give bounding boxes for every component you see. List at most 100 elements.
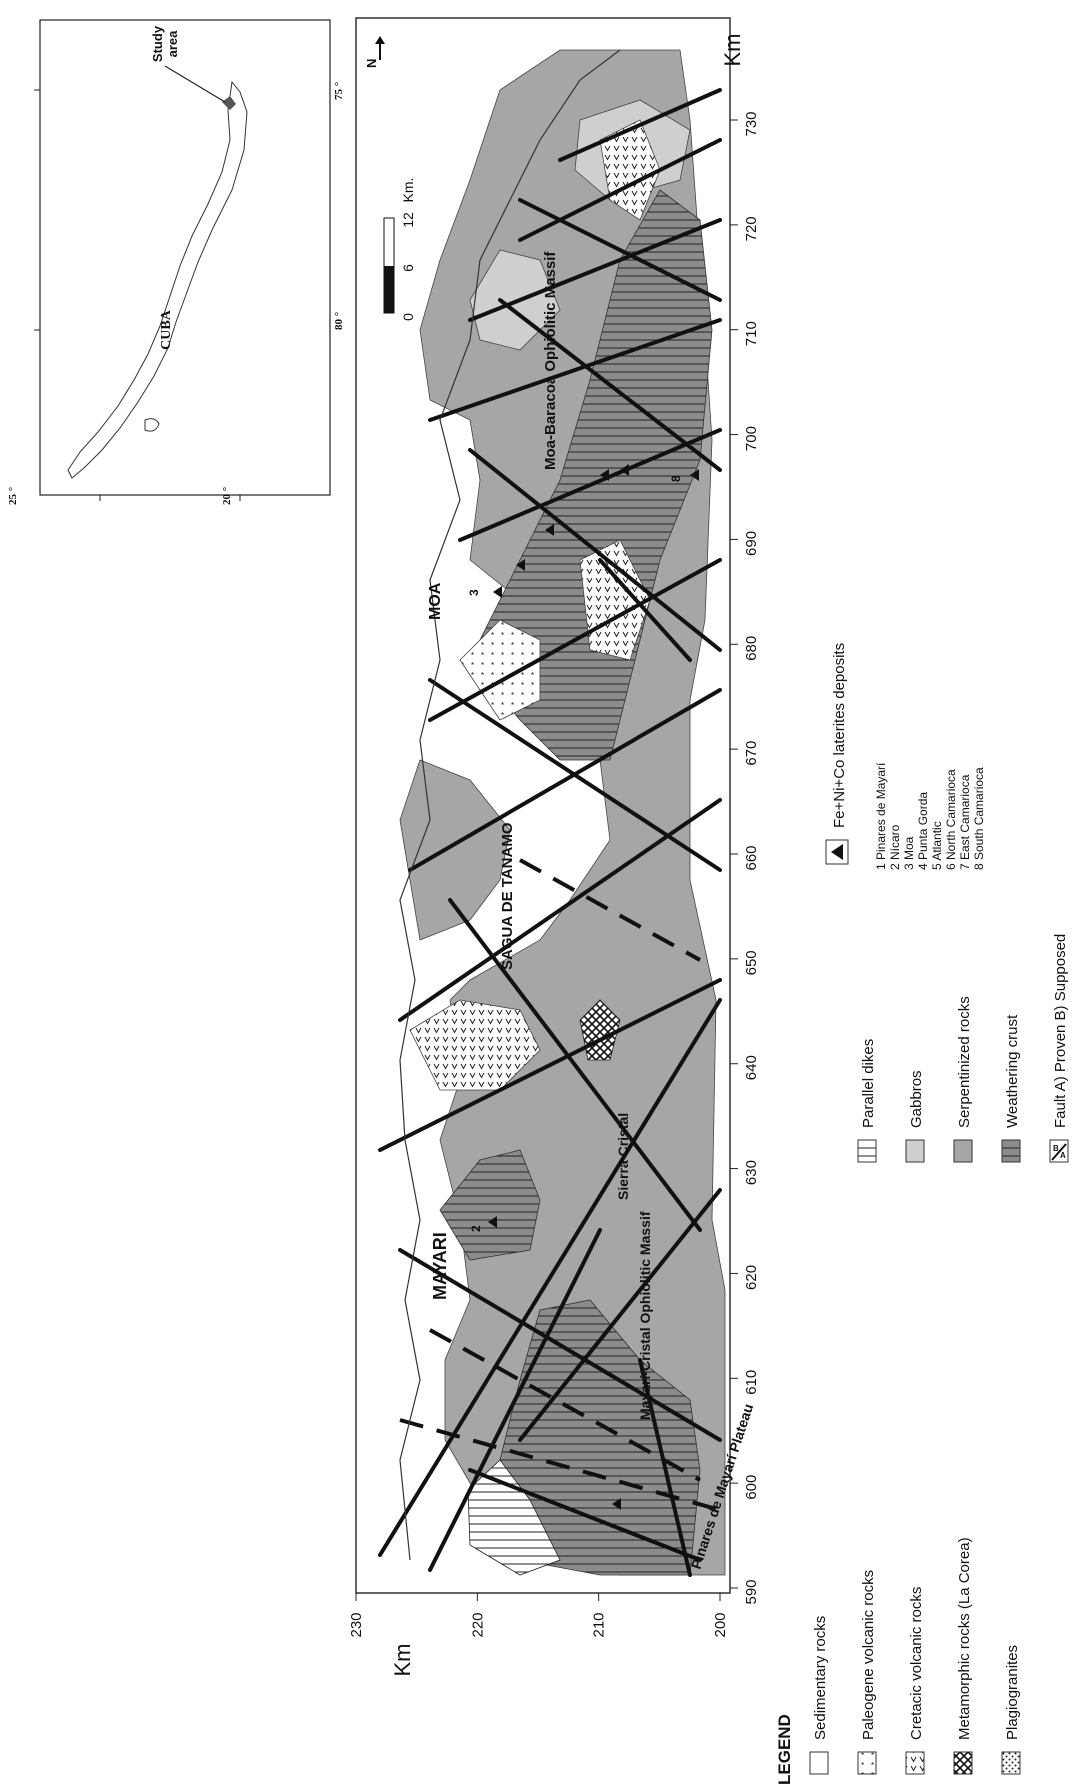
legend-label-plagiogranites: Plagiogranites [1004,1645,1021,1740]
label-moa: MOA [427,582,444,620]
inset-map: Study area CUBA 25 ° 20 ° 80 ° 75 ° [7,19,345,505]
x-tick-label: 630 [743,1160,760,1185]
x-tick-label: 650 [743,950,760,975]
legend-title: LEGEND [775,1714,794,1785]
cretacic-volcanic-east [599,119,661,221]
deposit-label-8: 8 [669,475,683,482]
legend-fault-a: A [1060,1151,1066,1160]
inset-lon-80: 80 ° [333,312,345,330]
legend-label-paleogene: Paleogene volcanic rocks [860,1570,877,1740]
deposit-5-icon [545,524,554,536]
x-axis-unit: Km [720,34,745,67]
deposit-label-3: 3 [467,589,481,596]
label-sagua: SAGUA DE TANAMO [499,822,516,970]
legend: LEGEND Sedimentary rocks Paleogene volca… [775,643,1069,1785]
study-area-marker [222,96,236,110]
legend-deposit-item: 2 Nícaro [888,824,902,870]
x-tick-label: 730 [743,111,760,136]
deposit-label-2: 2 [469,1225,483,1232]
north-label: N [364,59,379,68]
geology-units [399,49,726,1576]
legend-swatch-metamorphic [953,1751,973,1775]
label-mayari-cristal: Mayarí-Cristal Ophiolitic Massif [637,1211,653,1420]
legend-label-gabbros: Gabbros [908,1070,925,1128]
legend-deposit-item: 6 North Camarioca [944,769,958,870]
x-tick-label: 680 [743,636,760,661]
x-tick-label: 710 [743,321,760,346]
serpentinized-unit-north [399,759,511,941]
x-tick-label: 620 [743,1265,760,1290]
deposit-4-icon [516,559,525,571]
scale-unit: Km. [400,178,416,203]
weathering-crust-moa [469,189,713,761]
y-tick-label: 210 [591,1612,608,1637]
cuba-outline [67,80,248,479]
inset-study-label: Study [150,25,165,62]
inset-area-label: area [165,30,180,58]
legend-deposit-item: 8 South Camarioca [972,767,986,870]
deposit-7-icon [620,464,629,476]
north-arrow: N [364,36,385,68]
x-tick-label: 590 [743,1579,760,1604]
label-moa-baracoa: Moa-Baracoa Ophiolitic Massif [542,251,559,470]
coastline [399,49,621,1561]
y-axis-unit: Km [390,1644,415,1677]
legend-deposit-item: 3 Moa [902,836,916,870]
legend-swatch-paleogene [857,1751,877,1775]
x-tick-label: 610 [743,1370,760,1395]
x-tick-label: 690 [743,531,760,556]
inset-lat-25: 25 ° [7,487,19,505]
inset-lat-20: 20 ° [221,487,233,505]
legend-deposits-title: Fe+Ni+Co laterites deposits [831,643,848,828]
deposit-labels: 2 3 8 [467,475,683,1232]
legend-label-serpentinized: Serpentinized rocks [956,996,973,1128]
scale-tick-0: 0 [400,313,416,321]
legend-label-metamorphic: Metamorphic rocks (La Corea) [956,1537,973,1740]
y-tick-label: 220 [469,1612,486,1637]
legend-swatch-serpentinized [953,1139,973,1163]
legend-deposit-item: 4 Punta Gorda [916,792,930,870]
paleogene-volcanic-unit [459,619,541,721]
deposit-3-icon [493,586,502,598]
deposit-1-icon [612,1498,621,1510]
cretacic-volcanic-mayari [409,999,541,1091]
label-mayari: MAYARI [430,1232,450,1300]
x-tick-label: 720 [743,216,760,241]
inset-lon-75: 75 ° [333,82,345,100]
isla-juventud-outline [144,418,160,432]
legend-swatch-sedimentary [809,1751,829,1775]
deposit-6-icon [600,469,609,481]
legend-deposit-icon [831,844,843,860]
scale-tick-6: 6 [400,264,416,272]
legend-deposit-item: 5 Atlantic [930,821,944,870]
legend-fault-b: B [1053,1144,1059,1153]
legend-label-sedimentary: Sedimentary rocks [812,1616,829,1740]
legend-label-cretacic: Cretacic volcanic rocks [908,1587,925,1740]
fault-lines-supposed [399,858,721,1512]
legend-deposit-list: 1 Pinares de Mayarí 2 Nícaro 3 Moa 4 Punta … [874,762,986,870]
legend-label-fault: Fault A) Proven B) Supposed [1052,934,1069,1128]
fault-lines [378,88,722,1577]
x-tick-label: 640 [743,1055,760,1080]
label-sierra-cristal: Sierra Cristal [615,1113,631,1200]
legend-swatch-plagiogranites [1001,1751,1021,1775]
main-map: 2 3 8 MAYARI SAGUA DE TANAMO MOA Moa-Bar… [348,17,760,1677]
deposit-2-icon [488,1216,497,1228]
deposit-markers [488,464,699,1510]
legend-label-weathering: Weathering crust [1004,1014,1021,1128]
cretacic-volcanic-south [579,539,651,661]
legend-deposit-item: 7 East Camarioca [958,774,972,870]
scale-tick-12: 12 [400,212,416,228]
legend-swatch-cretacic [905,1751,925,1775]
inset-cuba-label: CUBA [159,309,174,350]
x-tick-label: 600 [743,1475,760,1500]
x-tick-label: 700 [743,426,760,451]
parallel-dikes-unit [467,1459,561,1576]
y-tick-label: 230 [348,1612,365,1637]
legend-swatch-weathering [1001,1139,1021,1163]
scale-bar: 0 6 12 Km. [383,178,416,321]
legend-swatch-dikes [857,1139,877,1163]
x-tick-label: 670 [743,741,760,766]
weathering-crust-nicaro [439,1149,541,1261]
y-axis: 230 220 210 200 [348,1593,729,1638]
